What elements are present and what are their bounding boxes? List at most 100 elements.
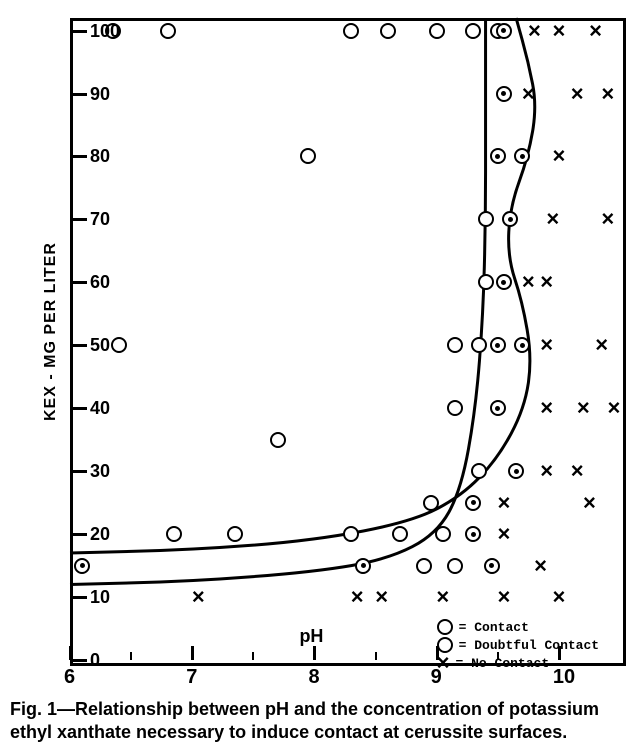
nocontact-point: ×: [522, 271, 535, 293]
nocontact-point: ×: [601, 83, 614, 105]
y-tick-label: 20: [90, 524, 110, 545]
right-curve: [70, 18, 535, 553]
nocontact-point: ×: [552, 20, 565, 42]
doubtful-point: [514, 148, 530, 164]
nocontact-point: ×: [534, 555, 547, 577]
y-tick: [73, 596, 87, 599]
contact-point: [111, 337, 127, 353]
nocontact-point: ×: [546, 208, 559, 230]
legend-text: = No Contact: [456, 656, 550, 671]
doubtful-point: [514, 337, 530, 353]
nocontact-point: ×: [540, 334, 553, 356]
doubtful-point: [496, 274, 512, 290]
contact-point: [380, 23, 396, 39]
nocontact-point: ×: [552, 145, 565, 167]
contact-point: [471, 463, 487, 479]
nocontact-point: ×: [571, 83, 584, 105]
contact-point: [478, 274, 494, 290]
doubtful-point: [508, 463, 524, 479]
nocontact-point: ×: [528, 20, 541, 42]
contact-point: [227, 526, 243, 542]
y-tick: [73, 344, 87, 347]
y-tick: [73, 470, 87, 473]
nocontact-point: ×: [552, 586, 565, 608]
y-tick-label: 80: [90, 146, 110, 167]
x-tick-label: 6: [64, 666, 75, 689]
contact-point: [416, 558, 432, 574]
legend-item: = Contact: [437, 618, 599, 636]
y-tick: [73, 659, 87, 662]
nocontact-point: ×: [577, 397, 590, 419]
contact-point: [447, 400, 463, 416]
doubtful-point: [502, 211, 518, 227]
y-tick-label: 60: [90, 272, 110, 293]
doubtful-point: [74, 558, 90, 574]
doubtful-point: [490, 148, 506, 164]
x-axis-label: pH: [299, 626, 323, 647]
doubtful-point: [355, 558, 371, 574]
x-minor-tick: [375, 652, 377, 660]
nocontact-point: ×: [601, 208, 614, 230]
x-minor-tick: [252, 652, 254, 660]
contact-point: [300, 148, 316, 164]
figure-caption: Fig. 1—Relationship between pH and the c…: [10, 698, 626, 743]
y-tick: [73, 281, 87, 284]
contact-point: [447, 337, 463, 353]
nocontact-point: ×: [540, 397, 553, 419]
contact-point: [447, 558, 463, 574]
contact-point: [270, 432, 286, 448]
doubtful-point: [465, 495, 481, 511]
nocontact-point: ×: [497, 586, 510, 608]
contact-point: [435, 526, 451, 542]
y-tick: [73, 218, 87, 221]
doubtful-point: [490, 337, 506, 353]
nocontact-point: ×: [595, 334, 608, 356]
nocontact-point: ×: [607, 397, 620, 419]
nocontact-point: ×: [497, 492, 510, 514]
doubtful-point: [465, 526, 481, 542]
y-tick-label: 90: [90, 84, 110, 105]
nocontact-point: ×: [375, 586, 388, 608]
contact-point: [160, 23, 176, 39]
y-tick-label: 10: [90, 587, 110, 608]
doubtful-point: [496, 86, 512, 102]
figure-root: ×××××××××××××××××××××××××××× 01020304050…: [0, 0, 636, 756]
x-tick: [191, 646, 194, 660]
x-tick: [313, 646, 316, 660]
legend: = Contact = Doubtful Contact×= No Contact: [437, 618, 599, 672]
nocontact-point: ×: [583, 492, 596, 514]
contact-point: [471, 337, 487, 353]
y-axis-label: KEX - MG PER LITER: [42, 242, 60, 421]
contact-point: [343, 526, 359, 542]
nocontact-point: ×: [540, 460, 553, 482]
doubtful-point: [496, 23, 512, 39]
y-tick-label: 0: [90, 650, 100, 671]
x-tick-label: 7: [186, 666, 197, 689]
y-tick: [73, 155, 87, 158]
nocontact-point: ×: [436, 586, 449, 608]
contact-point: [343, 23, 359, 39]
nocontact-point: ×: [351, 586, 364, 608]
nocontact-point: ×: [497, 523, 510, 545]
nocontact-point: ×: [540, 271, 553, 293]
y-tick-label: 30: [90, 461, 110, 482]
contact-point: [465, 23, 481, 39]
legend-item: ×= No Contact: [437, 654, 599, 672]
contact-point: [423, 495, 439, 511]
y-tick: [73, 93, 87, 96]
x-minor-tick: [130, 652, 132, 660]
y-tick: [73, 30, 87, 33]
nocontact-point: ×: [522, 83, 535, 105]
legend-text: = Doubtful Contact: [459, 638, 599, 653]
x-tick: [69, 646, 72, 660]
doubtful-point: [484, 558, 500, 574]
y-tick-label: 50: [90, 335, 110, 356]
doubtful-point: [490, 400, 506, 416]
x-tick-label: 8: [308, 666, 319, 689]
legend-text: = Contact: [459, 620, 529, 635]
nocontact-point: ×: [571, 460, 584, 482]
contact-point: [478, 211, 494, 227]
y-tick: [73, 533, 87, 536]
contact-point: [429, 23, 445, 39]
nocontact-point: ×: [589, 20, 602, 42]
